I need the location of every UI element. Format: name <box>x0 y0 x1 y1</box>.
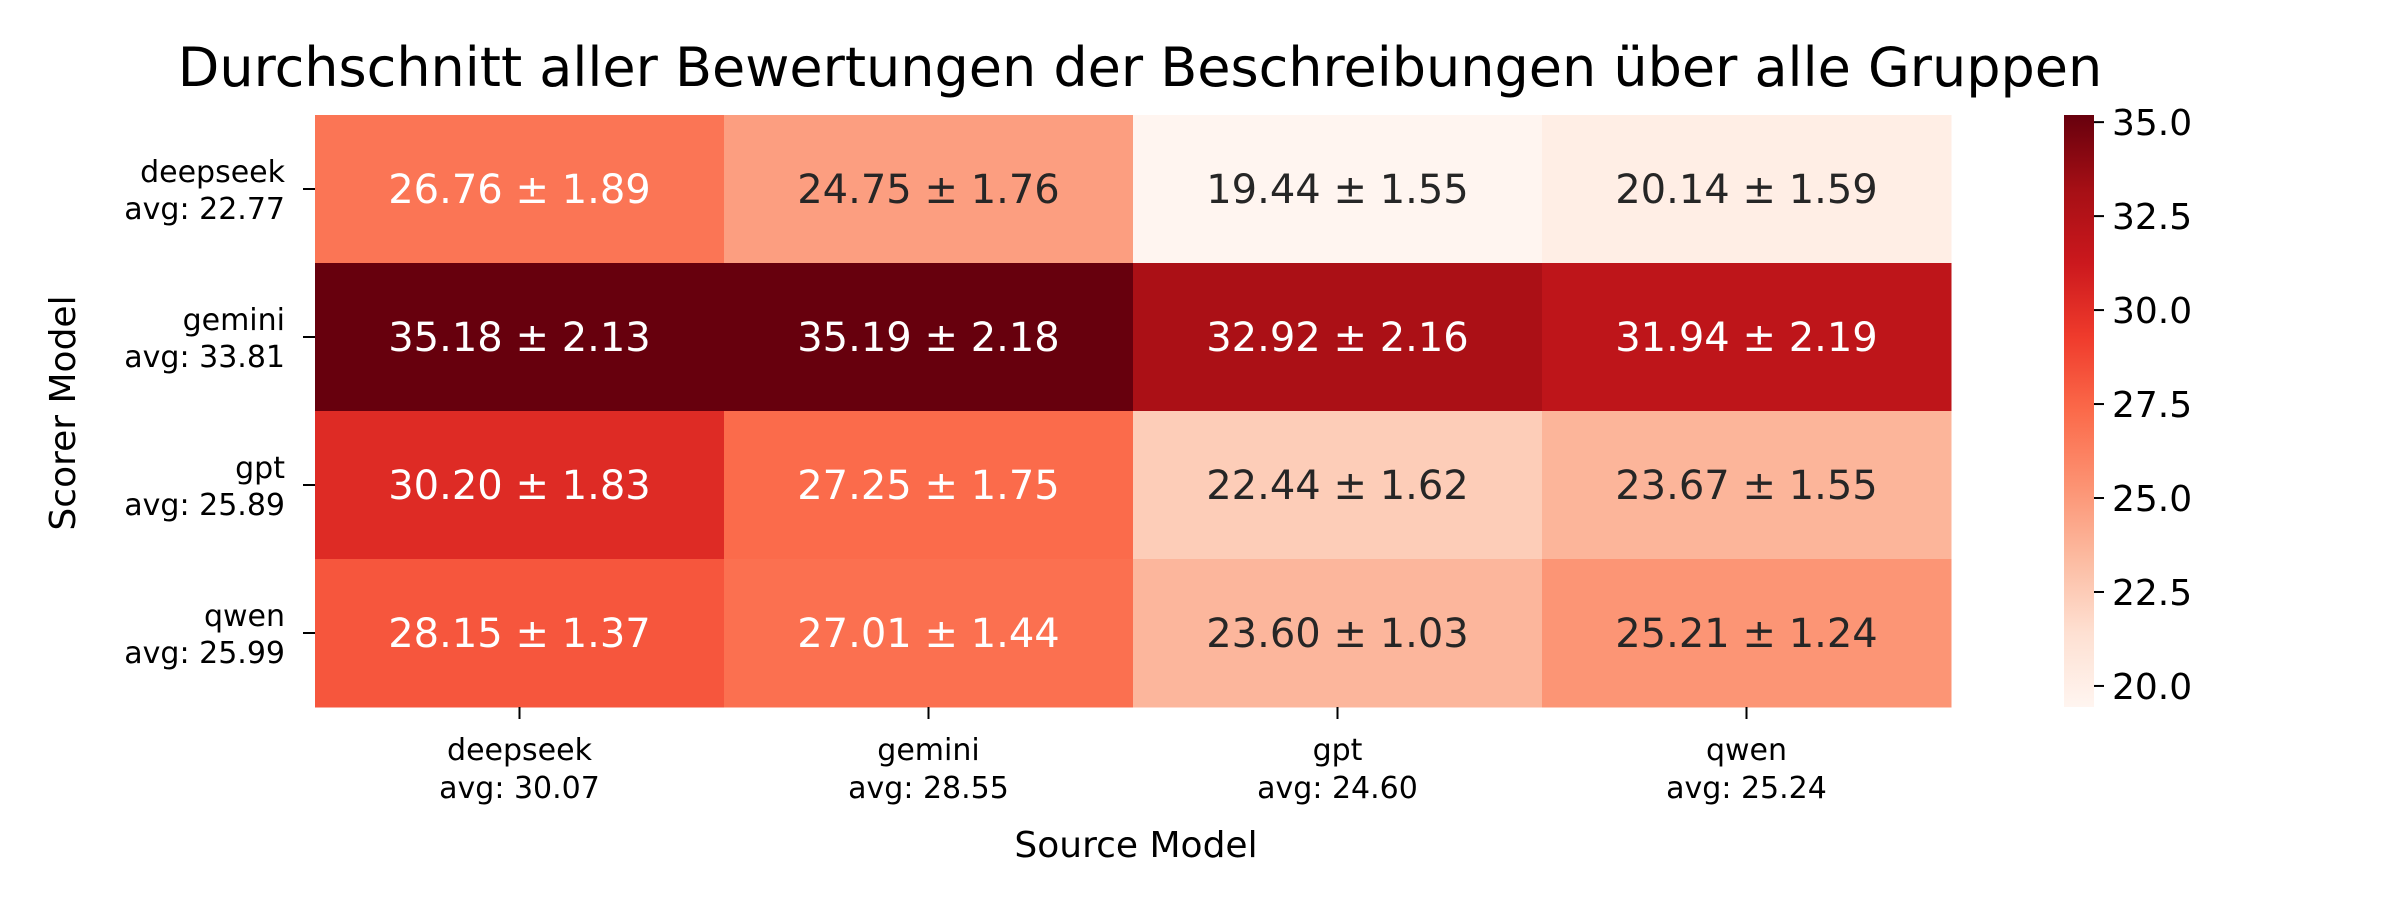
y-tick-label: qwen <box>204 599 285 634</box>
colorbar-gradient <box>2064 115 2094 707</box>
x-tick-label: gpt <box>1313 733 1363 768</box>
cell-value-label: 28.15 ± 1.37 <box>388 611 651 657</box>
heatmap-cell <box>1542 559 1952 708</box>
cell-value-label: 27.01 ± 1.44 <box>797 611 1060 657</box>
colorbar-tick-label: 27.5 <box>2112 385 2192 426</box>
heatmap-cell <box>724 411 1134 560</box>
colorbar-tick-label: 20.0 <box>2112 667 2192 708</box>
y-tick-avg-label: avg: 33.81 <box>124 340 285 375</box>
cell-value-label: 20.14 ± 1.59 <box>1615 167 1878 213</box>
chart-title: Durchschnitt aller Bewertungen der Besch… <box>178 36 2102 99</box>
heatmap-cell <box>724 559 1134 708</box>
heatmap-cell <box>315 115 725 264</box>
colorbar-tick-label: 35.0 <box>2112 103 2192 144</box>
heatmap-cell <box>1542 263 1952 412</box>
colorbar-tick-label: 32.5 <box>2112 197 2192 238</box>
cell-value-label: 25.21 ± 1.24 <box>1615 611 1878 657</box>
y-tick-label: gpt <box>235 451 285 486</box>
cell-value-label: 35.19 ± 2.18 <box>797 315 1060 361</box>
heatmap-cell <box>1133 559 1543 708</box>
y-tick-label: deepseek <box>140 155 286 190</box>
cell-value-label: 31.94 ± 2.19 <box>1615 315 1878 361</box>
x-tick-label: deepseek <box>447 733 593 768</box>
x-tick-avg-label: avg: 25.24 <box>1666 771 1827 806</box>
x-axis-label: Source Model <box>1014 825 1257 866</box>
y-tick-label: gemini <box>183 303 285 338</box>
y-tick-avg-label: avg: 25.89 <box>124 488 285 523</box>
heatmap-cell <box>1133 115 1543 264</box>
colorbar-tick-label: 25.0 <box>2112 479 2192 520</box>
y-tick-avg-label: avg: 22.77 <box>124 192 285 227</box>
x-tick-label: gemini <box>877 733 979 768</box>
colorbar-tick-label: 30.0 <box>2112 291 2192 332</box>
heatmap-cell <box>1133 411 1543 560</box>
heatmap-cell <box>1133 263 1543 412</box>
heatmap-cell-labels: 26.76 ± 1.89 24.75 ± 1.76 19.44 ± 1.55 20.1… <box>388 167 1878 657</box>
x-tick-avg-label: avg: 28.55 <box>848 771 1009 806</box>
cell-value-label: 30.20 ± 1.83 <box>388 463 651 509</box>
heatmap-cells <box>315 115 1952 708</box>
cell-value-label: 19.44 ± 1.55 <box>1206 167 1469 213</box>
cell-value-label: 35.18 ± 2.13 <box>388 315 651 361</box>
cell-value-label: 32.92 ± 2.16 <box>1206 315 1469 361</box>
heatmap-cell <box>1542 115 1952 264</box>
heatmap-cell <box>1542 411 1952 560</box>
cell-value-label: 23.60 ± 1.03 <box>1206 611 1469 657</box>
heatmap-cell <box>315 411 725 560</box>
heatmap-cell <box>724 115 1134 264</box>
y-tick-avg-label: avg: 25.99 <box>124 636 285 671</box>
cell-value-label: 22.44 ± 1.62 <box>1206 463 1469 509</box>
cell-value-label: 24.75 ± 1.76 <box>797 167 1060 213</box>
cell-value-label: 23.67 ± 1.55 <box>1615 463 1878 509</box>
x-tick-avg-label: avg: 24.60 <box>1257 771 1418 806</box>
heatmap-cell <box>724 263 1134 412</box>
x-tick-label: qwen <box>1706 733 1787 768</box>
cell-value-label: 26.76 ± 1.89 <box>388 167 651 213</box>
heatmap-cell <box>315 263 725 412</box>
x-tick-avg-label: avg: 30.07 <box>439 771 600 806</box>
heatmap-cell <box>315 559 725 708</box>
colorbar-tick-label: 22.5 <box>2112 573 2192 614</box>
cell-value-label: 27.25 ± 1.75 <box>797 463 1060 509</box>
y-axis-label: Scorer Model <box>43 295 84 530</box>
colorbar: 20.0 22.5 25.0 27.5 30.0 32.5 35.0 <box>2064 103 2192 708</box>
